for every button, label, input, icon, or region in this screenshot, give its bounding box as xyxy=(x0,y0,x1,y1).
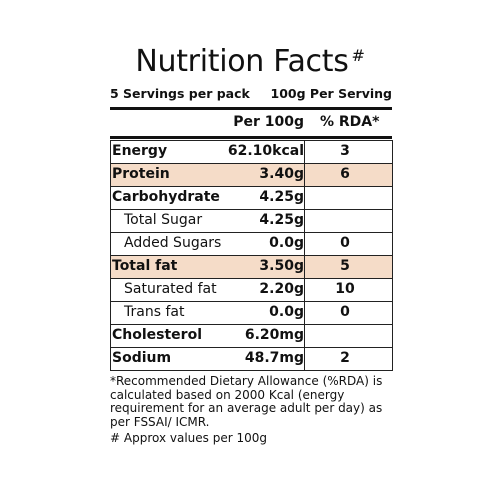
nutrient-name: Trans fat xyxy=(124,304,185,320)
nutrient-value: 3.40g xyxy=(259,166,304,182)
page-title: Nutrition Facts # xyxy=(0,44,500,79)
table-row: Total Sugar 4.25g xyxy=(110,209,392,232)
table-row: Saturated fat 2.20g 10 xyxy=(110,278,392,301)
nutrient-rda: 6 xyxy=(340,166,350,182)
nutrient-value: 4.25g xyxy=(259,189,304,205)
table-row: Carbohydrate 4.25g xyxy=(110,186,392,209)
nutrient-name: Total fat xyxy=(112,258,178,274)
approx-footnote: # Approx values per 100g xyxy=(110,431,267,445)
table-row: Sodium 48.7mg 2 xyxy=(110,347,392,370)
table-border-bottom xyxy=(110,370,392,371)
table-row: Trans fat 0.0g 0 xyxy=(110,301,392,324)
nutrient-name: Added Sugars xyxy=(124,235,222,251)
nutrient-value: 4.25g xyxy=(259,212,304,228)
rda-footnote: *Recommended Dietary Allowance (%RDA) is… xyxy=(110,374,383,429)
nutrient-rda: 10 xyxy=(335,281,355,297)
column-divider xyxy=(304,140,305,371)
nutrient-value: 0.0g xyxy=(269,304,304,320)
header-rule-bottom xyxy=(110,136,392,139)
nutrient-name: Energy xyxy=(112,143,168,159)
table-row: Total fat 3.50g 5 xyxy=(110,255,392,278)
title-text: Nutrition Facts xyxy=(135,44,349,79)
serving-size: 100g Per Serving xyxy=(270,86,392,101)
table-row: Cholesterol 6.20mg xyxy=(110,324,392,347)
column-rda-label: % RDA* xyxy=(320,114,380,130)
servings-per-pack: 5 Servings per pack xyxy=(110,86,250,101)
nutrient-name: Cholesterol xyxy=(112,327,202,343)
header-rule-top xyxy=(110,107,392,110)
nutrient-value: 2.20g xyxy=(259,281,304,297)
nutrient-name: Total Sugar xyxy=(124,212,203,228)
table-border-left xyxy=(110,140,111,371)
table-row: Added Sugars 0.0g 0 xyxy=(110,232,392,255)
nutrient-value: 6.20mg xyxy=(244,327,304,343)
table-border-right xyxy=(392,140,393,371)
title-mark: # xyxy=(351,46,365,65)
nutrient-name: Protein xyxy=(112,166,170,182)
nutrient-name: Carbohydrate xyxy=(112,189,220,205)
table-row: Protein 3.40g 6 xyxy=(110,163,392,186)
nutrition-table: Energy 62.10kcal 3 Protein 3.40g 6 Carbohydrat… xyxy=(110,140,392,370)
nutrient-rda: 5 xyxy=(340,258,350,274)
nutrient-value: 62.10kcal xyxy=(227,143,304,159)
nutrient-rda: 3 xyxy=(340,143,350,159)
nutrient-rda: 0 xyxy=(340,235,350,251)
nutrient-name: Sodium xyxy=(112,350,172,366)
nutrient-value: 0.0g xyxy=(269,235,304,251)
nutrient-rda: 2 xyxy=(340,350,350,366)
table-row: Energy 62.10kcal 3 xyxy=(110,140,392,163)
nutrient-value: 3.50g xyxy=(259,258,304,274)
nutrient-rda: 0 xyxy=(340,304,350,320)
column-amount-label: Per 100g xyxy=(233,114,304,130)
nutrient-name: Saturated fat xyxy=(124,281,217,297)
nutrient-value: 48.7mg xyxy=(244,350,304,366)
